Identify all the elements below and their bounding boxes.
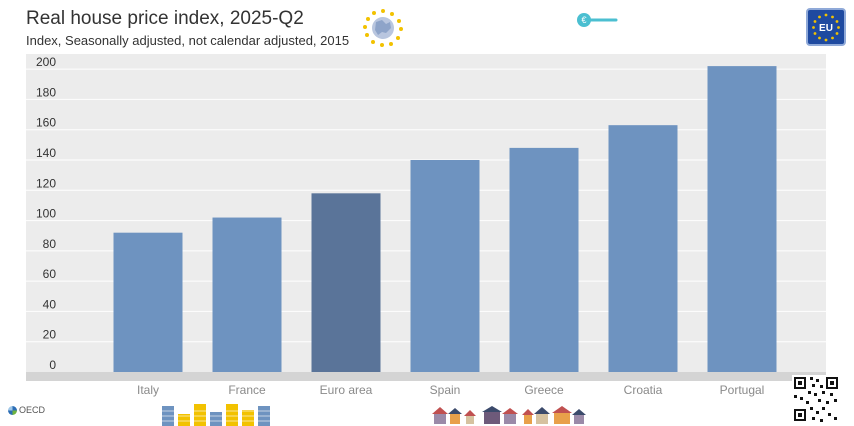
- coin-stacks-icon: [162, 404, 270, 426]
- y-tick-label: 180: [36, 85, 56, 99]
- x-tick-label: Greece: [524, 383, 564, 397]
- oecd-logo-icon: [8, 405, 17, 415]
- y-tick-label: 200: [36, 55, 56, 69]
- svg-text:€: €: [581, 15, 586, 25]
- bar: [212, 217, 282, 372]
- bar: [410, 160, 480, 372]
- y-tick-label: 20: [43, 328, 57, 342]
- x-tick-label: Spain: [430, 383, 461, 397]
- y-tick-label: 100: [36, 207, 56, 221]
- bar: [608, 125, 678, 373]
- y-tick-label: 160: [36, 116, 56, 130]
- y-tick-label: 0: [49, 358, 56, 372]
- bar: [707, 66, 777, 372]
- eu-flag-icon: EU: [806, 8, 846, 46]
- bar: [509, 147, 579, 372]
- houses-icon: [432, 406, 586, 424]
- y-tick-label: 140: [36, 146, 56, 160]
- x-axis-band: [26, 372, 826, 381]
- y-tick-label: 120: [36, 176, 56, 190]
- currency-slider-icon[interactable]: €: [576, 12, 618, 28]
- x-tick-label: Italy: [137, 383, 159, 397]
- x-tick-label: Euro area: [320, 383, 373, 397]
- qr-code-icon[interactable]: [792, 375, 840, 423]
- bar: [113, 232, 183, 372]
- oecd-logo-label: OECD: [19, 405, 46, 415]
- svg-text:EU: EU: [819, 23, 833, 34]
- y-tick-label: 40: [43, 297, 57, 311]
- oecd-logo: OECD: [8, 405, 45, 415]
- x-tick-label: Portugal: [720, 383, 765, 397]
- x-tick-label: France: [228, 383, 266, 397]
- eu-stars-globe-icon: [363, 9, 403, 47]
- x-tick-label: Croatia: [624, 383, 663, 397]
- y-tick-label: 80: [43, 237, 57, 251]
- chart-subtitle: Index, Seasonally adjusted, not calendar…: [26, 33, 350, 48]
- chart-title: Real house price index, 2025-Q2: [26, 8, 304, 29]
- bar: [311, 193, 381, 372]
- y-tick-label: 60: [43, 267, 57, 281]
